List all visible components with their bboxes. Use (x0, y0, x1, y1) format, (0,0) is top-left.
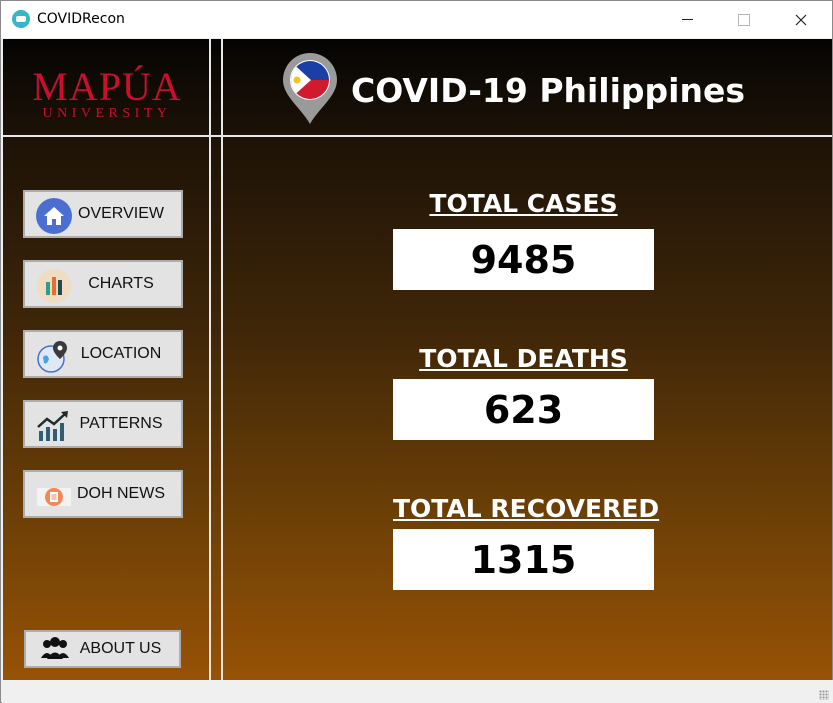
logo-main-text: MAPÚA (32, 64, 182, 109)
location-button[interactable]: LOCATION (23, 330, 183, 378)
news-icon (35, 477, 73, 515)
university-logo: MAPÚA UNIVERSITY (27, 67, 187, 121)
trend-up-icon (35, 407, 73, 445)
doh-news-button[interactable]: DOH NEWS (23, 470, 183, 518)
page-title: COVID-19 Philippines (351, 71, 746, 110)
total-deaths-label: TOTAL DEATHS (419, 344, 628, 373)
header-divider (3, 135, 832, 137)
globe-pin-icon (35, 337, 73, 375)
total-cases-value: 9485 (393, 229, 654, 290)
close-button[interactable] (778, 1, 824, 38)
resize-grip[interactable] (819, 690, 829, 700)
doh-news-label: DOH NEWS (77, 485, 165, 502)
overview-button[interactable]: OVERVIEW (23, 190, 183, 238)
close-icon (795, 14, 807, 25)
patterns-button[interactable]: PATTERNS (23, 400, 183, 448)
logo-sub-text: UNIVERSITY (42, 106, 172, 121)
maximize-button[interactable] (721, 1, 767, 38)
total-deaths-value: 623 (393, 379, 654, 440)
total-recovered-value: 1315 (393, 529, 654, 590)
location-label: LOCATION (80, 345, 162, 362)
maximize-icon (738, 13, 750, 26)
about-us-label: ABOUT US (79, 640, 162, 657)
mask-icon (12, 10, 30, 28)
status-bar (2, 680, 833, 703)
total-cases-label: TOTAL CASES (429, 189, 618, 218)
bar-chart-icon (35, 267, 73, 305)
charts-label: CHARTS (88, 275, 154, 292)
charts-button[interactable]: CHARTS (23, 260, 183, 308)
window-title: COVIDRecon (37, 11, 125, 27)
sidebar-divider-inner (221, 39, 223, 680)
overview-label: OVERVIEW (78, 205, 164, 222)
philippines-flag-pin-icon (283, 53, 337, 124)
patterns-label: PATTERNS (79, 415, 163, 432)
minimize-button[interactable] (664, 1, 710, 38)
main-panel: MAPÚA UNIVERSITY COVID-19 Philippines OV… (3, 39, 832, 680)
minimize-icon (681, 19, 693, 20)
users-icon (36, 632, 74, 666)
total-recovered-label: TOTAL RECOVERED (393, 494, 660, 523)
sidebar-divider (209, 39, 211, 680)
home-icon (35, 197, 73, 235)
about-us-button[interactable]: ABOUT US (24, 630, 181, 668)
title-bar[interactable]: COVIDRecon (1, 1, 832, 38)
